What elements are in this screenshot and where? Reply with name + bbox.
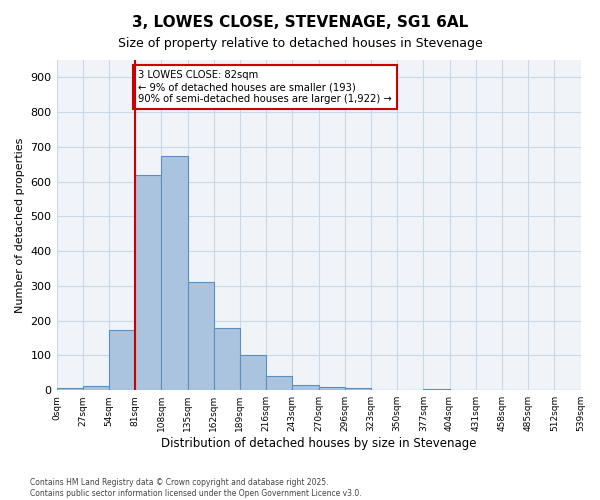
Bar <box>319 388 345 390</box>
Bar <box>266 376 292 390</box>
Text: Size of property relative to detached houses in Stevenage: Size of property relative to detached ho… <box>118 38 482 51</box>
Bar <box>214 328 240 390</box>
Bar <box>109 330 135 390</box>
Bar <box>188 282 214 390</box>
Text: 3 LOWES CLOSE: 82sqm
← 9% of detached houses are smaller (193)
90% of semi-detac: 3 LOWES CLOSE: 82sqm ← 9% of detached ho… <box>138 70 392 104</box>
Bar <box>83 386 109 390</box>
Text: 3, LOWES CLOSE, STEVENAGE, SG1 6AL: 3, LOWES CLOSE, STEVENAGE, SG1 6AL <box>132 15 468 30</box>
Bar <box>56 388 83 390</box>
X-axis label: Distribution of detached houses by size in Stevenage: Distribution of detached houses by size … <box>161 437 476 450</box>
Bar <box>345 388 371 390</box>
Bar <box>292 386 319 390</box>
Text: Contains HM Land Registry data © Crown copyright and database right 2025.
Contai: Contains HM Land Registry data © Crown c… <box>30 478 362 498</box>
Bar <box>240 356 266 390</box>
Bar <box>135 174 161 390</box>
Y-axis label: Number of detached properties: Number of detached properties <box>15 138 25 313</box>
Bar <box>161 156 188 390</box>
Bar <box>424 389 449 390</box>
